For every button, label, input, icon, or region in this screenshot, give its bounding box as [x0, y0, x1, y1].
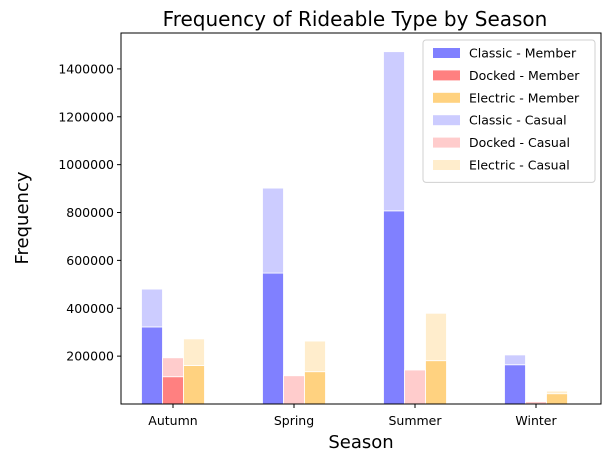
bar-electric-casual-spring: [304, 340, 326, 373]
y-tick-label: 1000000: [58, 157, 114, 172]
bar-classic-casual-spring: [262, 187, 284, 274]
y-tick-label: 1400000: [58, 61, 114, 76]
legend-swatch-docked-casual: [433, 137, 460, 148]
y-axis-label: Frequency: [12, 171, 33, 264]
legend-swatch-classic-casual: [433, 115, 460, 126]
bar-docked-casual-spring: [283, 375, 305, 405]
x-axis-label: Season: [328, 432, 393, 453]
legend-label-electric-member: Electric - Member: [469, 90, 580, 105]
bar-docked-member-autumn: [162, 376, 184, 405]
y-tick-label: 400000: [66, 301, 114, 316]
bar-classic-member-autumn: [141, 326, 163, 405]
x-axis: Autumn Spring Summer Winter: [148, 404, 557, 428]
legend-label-classic-casual: Classic - Casual: [469, 113, 567, 128]
legend-swatch-electric-member: [433, 92, 460, 103]
bar-classic-casual-winter: [504, 354, 526, 366]
bar-docked-casual-summer: [404, 369, 426, 405]
legend-label-classic-member: Classic - Member: [469, 46, 577, 61]
y-tick-label: 1200000: [58, 109, 114, 124]
y-axis: 200000 400000 600000 800000 1000000 1200000 14…: [58, 61, 121, 364]
bar-electric-member-summer: [425, 360, 447, 405]
chart-title: Frequency of Rideable Type by Season: [163, 7, 548, 31]
bars-layer: [141, 51, 568, 405]
bar-electric-casual-summer: [425, 312, 447, 362]
y-tick-label: 800000: [66, 205, 114, 220]
bar-classic-member-winter: [504, 364, 526, 405]
bar-electric-casual-winter: [546, 390, 568, 395]
legend-box: [422, 39, 596, 183]
legend-swatch-electric-casual: [433, 160, 460, 170]
x-tick-label-winter: Winter: [515, 413, 557, 428]
bar-electric-casual-autumn: [183, 338, 205, 366]
legend-swatch-classic-member: [433, 48, 460, 58]
legend: Classic - Member Docked - Member Electric …: [422, 39, 596, 183]
legend-label-docked-casual: Docked - Casual: [469, 135, 570, 150]
y-tick-label: 600000: [66, 253, 114, 268]
bar-classic-casual-summer: [383, 51, 405, 212]
bar-classic-member-spring: [262, 272, 284, 405]
y-tick-label: 200000: [66, 349, 114, 364]
bar-classic-casual-autumn: [141, 288, 163, 328]
x-tick-label-spring: Spring: [274, 413, 314, 428]
x-tick-label-autumn: Autumn: [148, 413, 197, 428]
bar-classic-member-summer: [383, 210, 405, 405]
bar-docked-casual-autumn: [162, 357, 184, 378]
plot-frame: [120, 32, 602, 405]
legend-swatch-docked-member: [433, 70, 460, 81]
legend-label-docked-member: Docked - Member: [469, 68, 580, 83]
bar-electric-member-spring: [304, 371, 326, 405]
legend-label-electric-casual: Electric - Casual: [469, 158, 570, 173]
x-tick-label-summer: Summer: [388, 413, 442, 428]
bar-electric-member-winter: [546, 393, 568, 405]
bar-electric-member-autumn: [183, 365, 205, 405]
